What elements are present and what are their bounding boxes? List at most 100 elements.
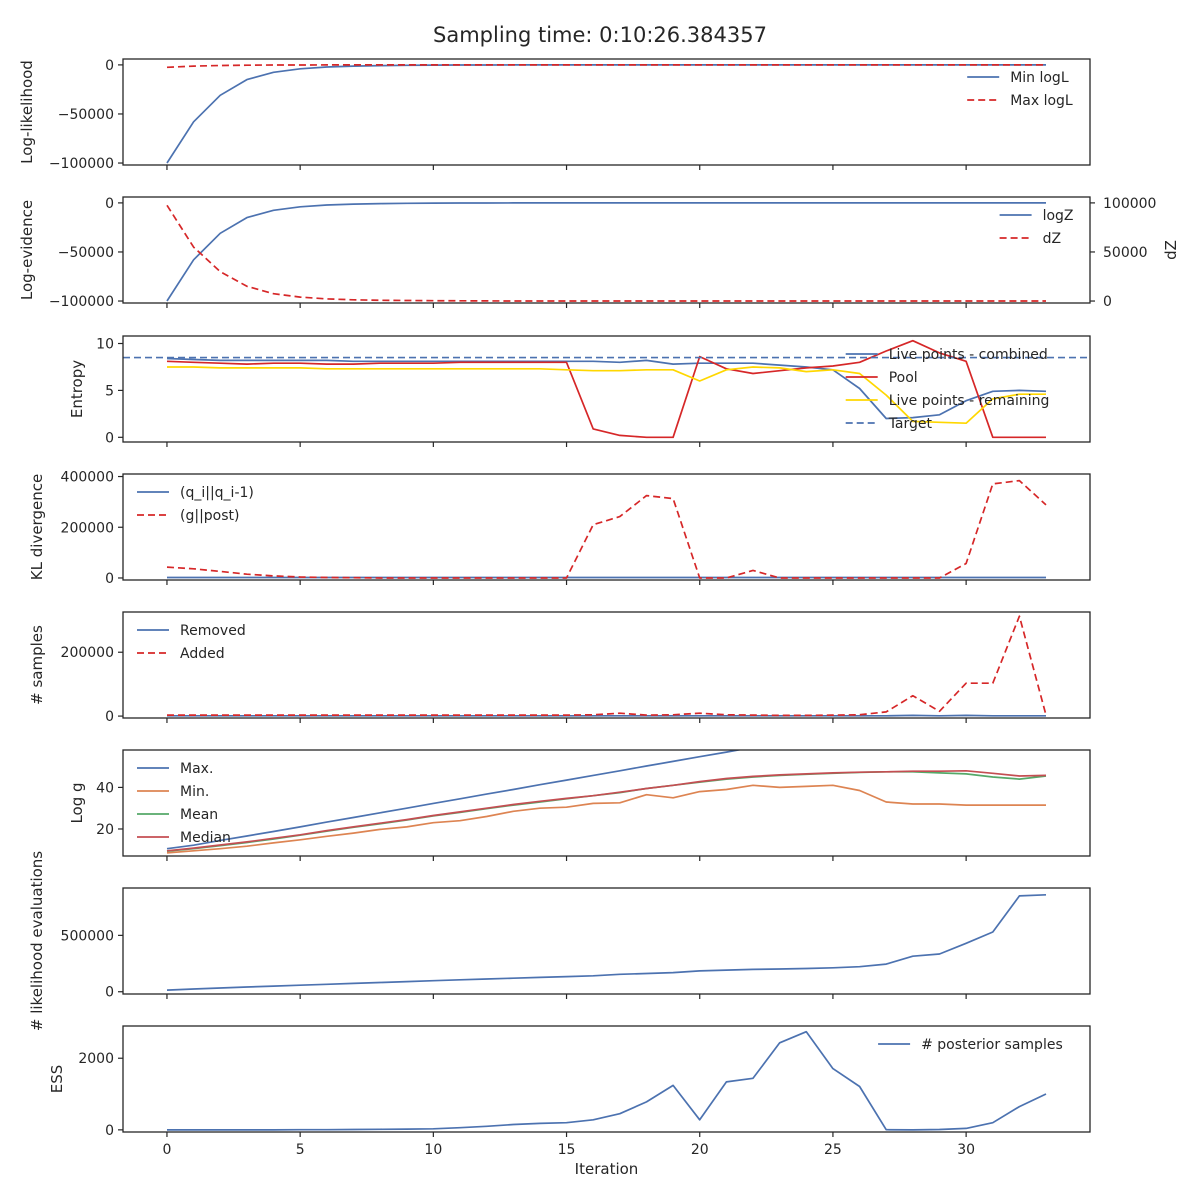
y-axis-label: ESS — [48, 1065, 66, 1094]
legend-label-median: Median — [180, 830, 231, 846]
panel-frame — [122, 196, 1091, 304]
y-tick-label: 40 — [96, 780, 114, 796]
x-tick-label: 20 — [691, 1142, 709, 1158]
legend-label-posterior-samples: # posterior samples — [921, 1037, 1063, 1053]
panel-kl-divergence: 400000 200000 0 KL divergence (q_i||q_i-1) (g… — [28, 470, 1091, 587]
legend-label-min-logl: Min logL — [1010, 70, 1069, 86]
series-line-dz — [166, 204, 1046, 302]
y-tick-label: 500000 — [61, 928, 114, 944]
legend-label-g-post: (g||post) — [180, 508, 239, 524]
panel-frame — [122, 473, 1091, 581]
series-group — [166, 479, 1047, 579]
y-tick-label: 2000 — [78, 1051, 114, 1067]
x-axis-label: Iteration — [575, 1160, 639, 1178]
y-tick-label: 10 — [96, 337, 114, 353]
panel-log-likelihood: 0 −50000 −100000 Log-likelihood Min logL Max … — [18, 58, 1091, 172]
series-group — [166, 893, 1047, 991]
x-tick-label: 5 — [296, 1142, 305, 1158]
y-tick-label: 400000 — [61, 470, 114, 486]
panel-likelihood-evaluations: 500000 0 # likelihood evaluations — [28, 851, 1091, 1031]
y-tick-label: −100000 — [49, 294, 114, 310]
legend: Live points - combined Pool Live points - … — [845, 347, 1050, 432]
y-axis-label: Log-likelihood — [18, 60, 36, 164]
series-line-min — [166, 784, 1046, 854]
y-tick-label: 200000 — [61, 645, 114, 661]
series-group — [123, 339, 1090, 439]
series-group — [166, 202, 1046, 302]
y-tick-label: 0 — [105, 430, 114, 446]
y2-axis-label: dZ — [1162, 240, 1180, 260]
y-tick-label: −50000 — [58, 245, 114, 261]
y2-tick-label: 50000 — [1103, 245, 1148, 261]
y-tick-label: 0 — [105, 196, 114, 212]
legend: logZ dZ — [999, 208, 1074, 247]
y2-tick-label: 100000 — [1103, 196, 1156, 212]
panel-log-evidence: 0 −50000 −100000 100000 50000 0 dZ Log-evidence… — [18, 196, 1180, 310]
series-line-pool — [166, 339, 1046, 439]
y-axis-label: KL divergence — [28, 474, 46, 580]
y-tick-label: 0 — [105, 709, 114, 725]
panel-ess: 2000 0 0 5 10 15 20 25 30 Iteration ESS # posterior… — [48, 1025, 1091, 1178]
series-line-g-post — [166, 479, 1047, 579]
y-axis-label: # likelihood evaluations — [28, 851, 46, 1031]
x-tick-label: 30 — [957, 1142, 975, 1158]
y-tick-label: −50000 — [58, 107, 114, 123]
legend-label-logz: logZ — [1043, 208, 1074, 224]
x-tick-label: 10 — [424, 1142, 442, 1158]
legend-label-dz: dZ — [1043, 231, 1061, 247]
series-line-live-points-combined — [166, 357, 1047, 420]
series-line-median — [166, 769, 1047, 852]
legend: # posterior samples — [878, 1037, 1063, 1053]
series-group — [167, 615, 1047, 717]
y-axis-label: # samples — [28, 625, 46, 705]
series-group — [166, 64, 1046, 164]
y-tick-label: 200000 — [61, 520, 114, 536]
y-tick-label: 0 — [105, 1123, 114, 1139]
series-line-live-points-remaining — [167, 366, 1046, 425]
y-axis-label: Log-evidence — [18, 200, 36, 300]
panel-frame — [122, 887, 1091, 995]
y-tick-label: 0 — [105, 58, 114, 74]
figure-title: Sampling time: 0:10:26.384357 — [433, 23, 767, 47]
y-tick-label: −100000 — [49, 156, 114, 172]
y-tick-label: 5 — [105, 383, 114, 399]
y-tick-label: 0 — [105, 571, 114, 587]
legend-label-mean: Mean — [180, 807, 218, 823]
x-tick-label: 0 — [162, 1142, 171, 1158]
series-line-max-logl — [166, 64, 1046, 69]
panels: 0 −50000 −100000 Log-likelihood Min logL Max … — [18, 58, 1180, 1178]
panel-frame — [122, 611, 1091, 719]
legend: Removed Added — [137, 623, 246, 662]
series-group — [166, 750, 1047, 854]
y-axis-label: Log g — [68, 782, 86, 823]
series-group — [167, 1030, 1047, 1131]
series-line-likelihood-evaluations — [166, 893, 1047, 991]
panel-frame — [122, 335, 1091, 443]
legend-label-max-logl: Max logL — [1010, 93, 1073, 109]
series-line-logz — [166, 202, 1046, 302]
legend-label-added: Added — [180, 646, 225, 662]
y2-tick-label: 0 — [1103, 294, 1112, 310]
panel-entropy: 10 5 0 Entropy Live points - combinedPoolLiv… — [68, 335, 1091, 447]
legend: (q_i||q_i-1) (g||post) — [137, 485, 254, 524]
x-tick-label: 25 — [824, 1142, 842, 1158]
panel-frame — [122, 749, 1091, 857]
legend: Min logL Max logL — [967, 70, 1073, 109]
legend-label-max: Max. — [180, 761, 213, 777]
legend-label-min: Min. — [180, 784, 209, 800]
y-tick-label: 20 — [96, 822, 114, 838]
legend-label-q-i-q-i-1: (q_i||q_i-1) — [180, 485, 254, 501]
panel-log-g: 40 20 Log g Max. Min. Mean Median — [68, 749, 1091, 861]
legend-label-removed: Removed — [180, 623, 246, 639]
y-tick-label: 0 — [105, 985, 114, 1001]
series-line-added — [167, 615, 1047, 717]
series-line-posterior-samples — [167, 1030, 1047, 1131]
panel-frame — [122, 58, 1091, 166]
y-axis-label: Entropy — [68, 360, 86, 418]
legend-label-target: Target — [888, 416, 933, 432]
panel-samples: 200000 0 # samples Removed Added — [28, 611, 1091, 725]
legend-label-live-points-remaining: Live points - remaining — [889, 393, 1050, 409]
x-tick-label: 15 — [558, 1142, 576, 1158]
